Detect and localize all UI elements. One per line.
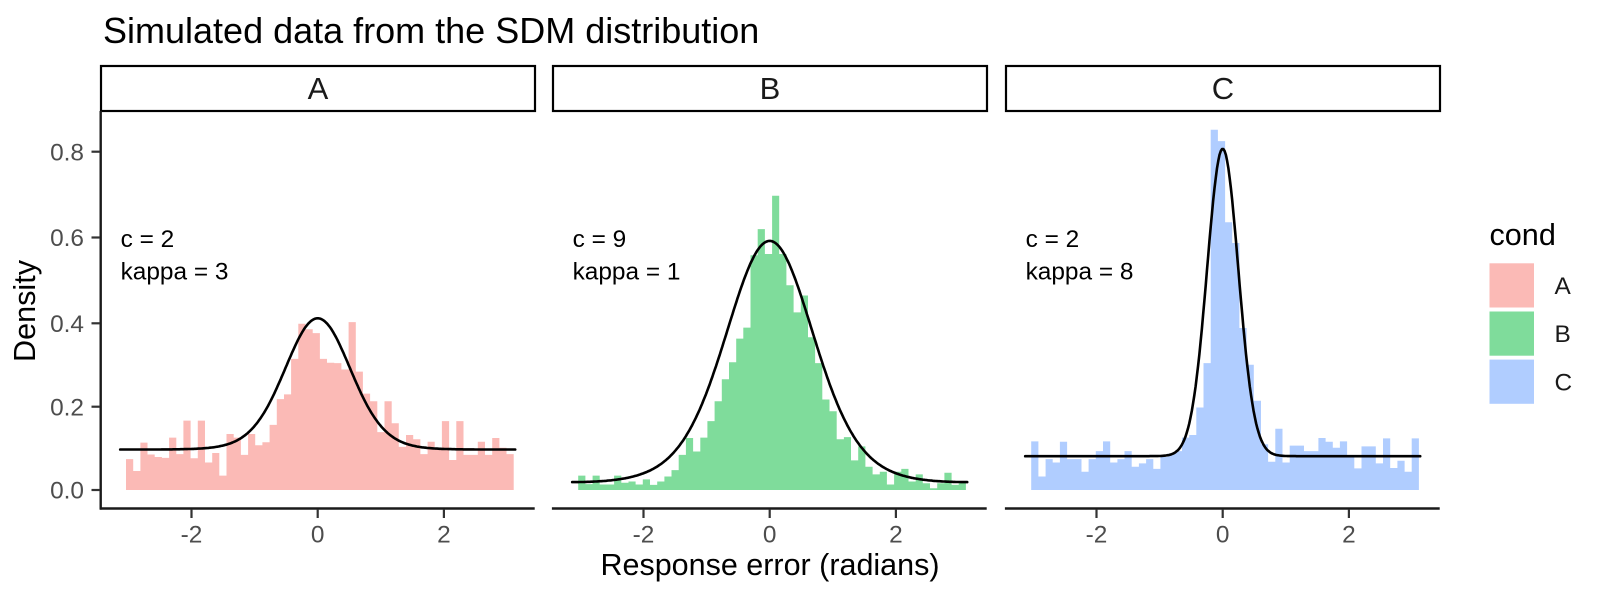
svg-text:0: 0 (311, 522, 325, 549)
svg-text:B: B (1555, 321, 1571, 348)
svg-text:-2: -2 (633, 522, 655, 549)
svg-text:0.4: 0.4 (50, 311, 84, 338)
svg-text:0.8: 0.8 (50, 139, 84, 166)
svg-text:Density: Density (8, 259, 42, 362)
svg-text:A: A (1555, 273, 1572, 300)
svg-text:0: 0 (1216, 522, 1230, 549)
svg-text:c = 9: c = 9 (573, 226, 627, 253)
svg-text:Response error (radians): Response error (radians) (600, 548, 939, 582)
svg-text:2: 2 (889, 522, 903, 549)
svg-text:Simulated data from the SDM di: Simulated data from the SDM distribution (103, 10, 759, 51)
svg-text:cond: cond (1490, 218, 1556, 252)
svg-text:kappa = 1: kappa = 1 (573, 259, 681, 286)
svg-text:2: 2 (1342, 522, 1356, 549)
svg-text:0: 0 (763, 522, 777, 549)
svg-text:0.6: 0.6 (50, 225, 84, 252)
svg-text:A: A (308, 71, 329, 106)
svg-text:-2: -2 (1086, 522, 1108, 549)
svg-text:0.2: 0.2 (50, 394, 84, 421)
svg-text:2: 2 (437, 522, 451, 549)
svg-text:c = 2: c = 2 (121, 226, 175, 253)
svg-text:C: C (1555, 369, 1573, 396)
svg-text:kappa = 3: kappa = 3 (121, 259, 229, 286)
svg-text:-2: -2 (181, 522, 203, 549)
svg-text:B: B (760, 71, 781, 106)
svg-text:kappa = 8: kappa = 8 (1026, 259, 1134, 286)
svg-text:c = 2: c = 2 (1026, 226, 1080, 253)
svg-text:0.0: 0.0 (50, 478, 84, 505)
svg-text:C: C (1212, 71, 1234, 106)
